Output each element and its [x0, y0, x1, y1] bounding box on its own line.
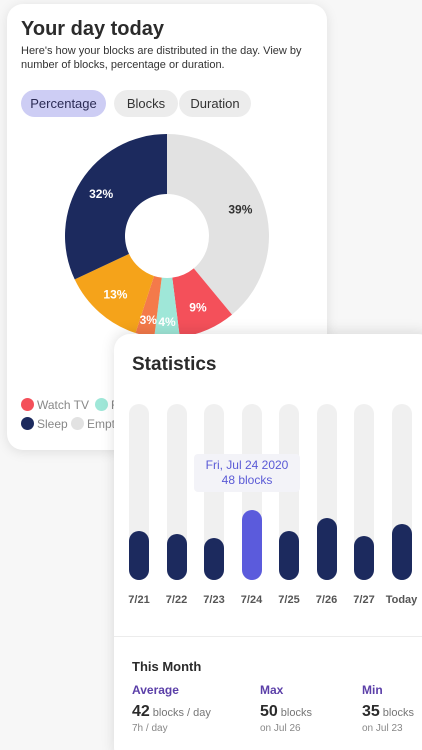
- legend-label: Empt: [87, 417, 116, 431]
- stat-label: Max: [260, 683, 284, 697]
- donut-slice-label: 9%: [189, 301, 207, 315]
- donut-slice: [154, 277, 180, 339]
- day-card: Your day today Here's how your blocks ar…: [7, 4, 327, 450]
- donut-slice: [135, 275, 162, 338]
- day-bar[interactable]: [241, 509, 262, 580]
- legend-item-watch-tv: Watch TV: [21, 398, 89, 412]
- donut-slice: [167, 134, 270, 315]
- bar-x-label: 7/23: [203, 594, 225, 606]
- tooltip-date: Fri, Jul 24 2020: [205, 458, 289, 472]
- stat-unit: blocks: [382, 707, 414, 719]
- legend-dot-icon: [71, 417, 84, 430]
- legend-dot-icon: [21, 398, 34, 411]
- donut-slice: [74, 253, 155, 334]
- this-month-title: This Month: [132, 659, 202, 674]
- divider: [114, 636, 422, 637]
- day-bar[interactable]: [279, 530, 299, 580]
- bar-x-label: Today: [385, 594, 418, 606]
- day-bar[interactable]: [316, 518, 337, 580]
- bar-x-label: 7/22: [165, 594, 188, 606]
- bar-x-label: 7/26: [315, 594, 338, 606]
- day-bar[interactable]: [354, 536, 374, 580]
- stat-max: Max 50 blocks on Jul 26: [260, 683, 312, 734]
- donut-slice-label: 13%: [103, 288, 127, 302]
- stat-unit: blocks / day: [152, 707, 211, 719]
- day-bar[interactable]: [391, 523, 412, 580]
- bar-x-label: 7/24: [240, 594, 263, 606]
- statistics-card: Statistics 7/21 7/22 7/23 7/24 7/25 7/26 7/27 T…: [114, 334, 422, 750]
- stat-value: 50: [260, 703, 278, 720]
- bar-x-label: 7/21: [128, 594, 150, 606]
- donut-slice-label: 3%: [140, 313, 158, 327]
- bar-track[interactable]: [204, 404, 224, 580]
- tab-percentage[interactable]: Percentage: [21, 90, 106, 117]
- stat-value: 35: [362, 703, 380, 720]
- day-bar[interactable]: [204, 537, 224, 580]
- legend-item-sleep: Sleep: [21, 417, 68, 431]
- stat-label: Min: [362, 683, 383, 697]
- donut-slice-label: 32%: [89, 187, 113, 201]
- donut-slice: [172, 268, 233, 338]
- stat-label: Average: [132, 683, 179, 697]
- bar-x-label: 7/25: [278, 594, 300, 606]
- legend-dot-icon: [21, 417, 34, 430]
- stat-sub: on Jul 23: [362, 723, 403, 734]
- stat-sub: on Jul 26: [260, 723, 301, 734]
- bar-x-label: 7/27: [353, 594, 375, 606]
- donut-slice-label: 39%: [228, 203, 252, 217]
- legend-dot-icon: [95, 398, 108, 411]
- bar-tooltip: Fri, Jul 24 2020 48 blocks: [194, 454, 300, 492]
- statistics-title: Statistics: [132, 354, 217, 375]
- tab-duration[interactable]: Duration: [179, 90, 251, 117]
- day-bar[interactable]: [166, 534, 187, 580]
- legend-label: Watch TV: [37, 398, 90, 412]
- donut-slice-label: 4%: [158, 315, 176, 329]
- distribution-donut-chart: 39% 9% 4%3% 13% 32%: [65, 134, 270, 339]
- legend-label: Sleep: [37, 417, 68, 431]
- stat-average: Average 42 blocks / day 7h / day: [132, 683, 211, 734]
- stat-unit: blocks: [280, 707, 312, 719]
- day-bar[interactable]: [129, 530, 149, 580]
- stat-value: 42: [132, 703, 150, 720]
- stat-min: Min 35 blocks on Jul 23: [362, 683, 414, 734]
- donut-slice: [65, 134, 167, 280]
- tab-blocks[interactable]: Blocks: [114, 90, 178, 117]
- day-card-subtitle: Here's how your blocks are distributed i…: [21, 45, 302, 71]
- stat-sub: 7h / day: [132, 723, 168, 734]
- legend-item-empty: Empt: [71, 417, 115, 431]
- day-card-title: Your day today: [21, 18, 164, 40]
- tooltip-value: 48 blocks: [221, 473, 273, 487]
